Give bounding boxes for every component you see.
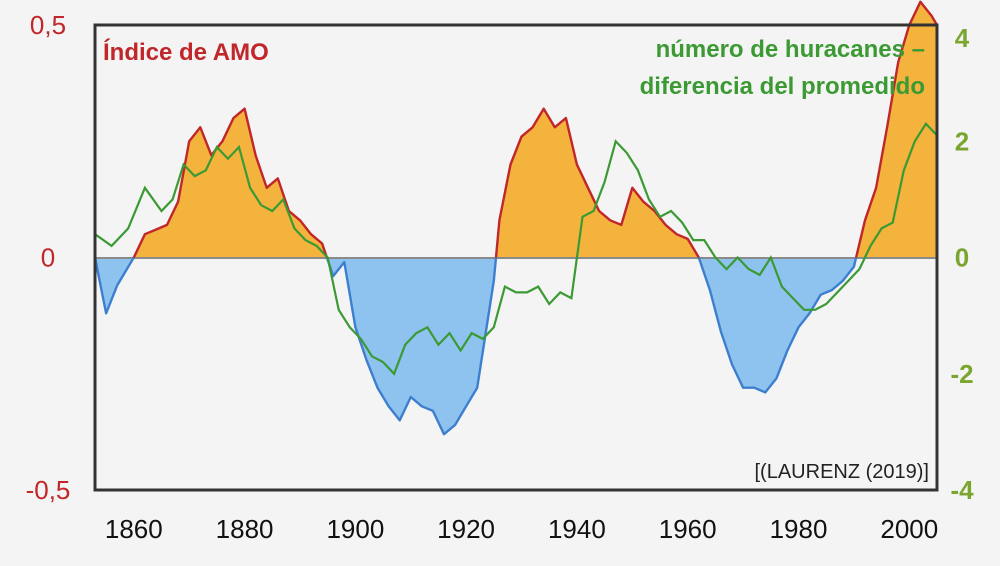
left-axis-ticks: 0,5 0 -0,5 <box>26 10 71 505</box>
right-tick-label-2: 0 <box>955 243 969 273</box>
amo-negative-area-3 <box>326 257 496 435</box>
x-axis-ticks: 1860 1880 1900 1920 1940 1960 1980 2000 <box>105 514 938 544</box>
x-tick-label-1900: 1900 <box>326 514 384 544</box>
x-tick-label-1880: 1880 <box>216 514 274 544</box>
x-tick-label-1920: 1920 <box>437 514 495 544</box>
amo-positive-area-2 <box>133 108 327 258</box>
amo-line-segment-5 <box>697 257 858 394</box>
hurricane-line <box>94 122 938 376</box>
amo-line-segment-3 <box>325 257 498 436</box>
right-tick-label-0: 4 <box>955 23 970 53</box>
amo-positive-area-6 <box>856 1 937 258</box>
amo-line-segment-2 <box>132 107 329 259</box>
amo-line-segment-6 <box>854 0 939 258</box>
source-citation: [(LAURENZ (2019)] <box>755 461 930 483</box>
amo-negative-area-5 <box>698 257 857 393</box>
amo-index-line <box>93 0 939 436</box>
amo-fill-areas <box>95 1 937 435</box>
amo-negative-area-1 <box>95 257 134 314</box>
hurricane-legend-label-line2: diferencia del promedido <box>640 73 925 100</box>
right-tick-label-4: -4 <box>950 475 974 505</box>
plot-frame <box>93 23 939 492</box>
x-tick-label-1940: 1940 <box>548 514 606 544</box>
amo-line-segment-1 <box>93 256 135 315</box>
x-tick-label-1960: 1960 <box>659 514 717 544</box>
left-tick-label-0: 0,5 <box>30 10 66 40</box>
x-tick-label-1980: 1980 <box>770 514 828 544</box>
amo-line-segment-4 <box>494 107 700 259</box>
hurricane-legend-label-line1: número de huracanes – <box>656 36 925 63</box>
amo-positive-area-4 <box>496 108 699 258</box>
x-tick-label-2000: 2000 <box>880 514 938 544</box>
left-tick-label-1: 0 <box>41 243 55 273</box>
amo-legend-label: Índice de AMO <box>103 38 269 66</box>
right-tick-label-1: 2 <box>955 126 969 156</box>
right-tick-label-3: -2 <box>950 359 973 389</box>
left-tick-label-2: -0,5 <box>26 475 71 505</box>
right-axis-ticks: 4 2 0 -2 -4 <box>950 23 974 505</box>
x-tick-label-1860: 1860 <box>105 514 163 544</box>
